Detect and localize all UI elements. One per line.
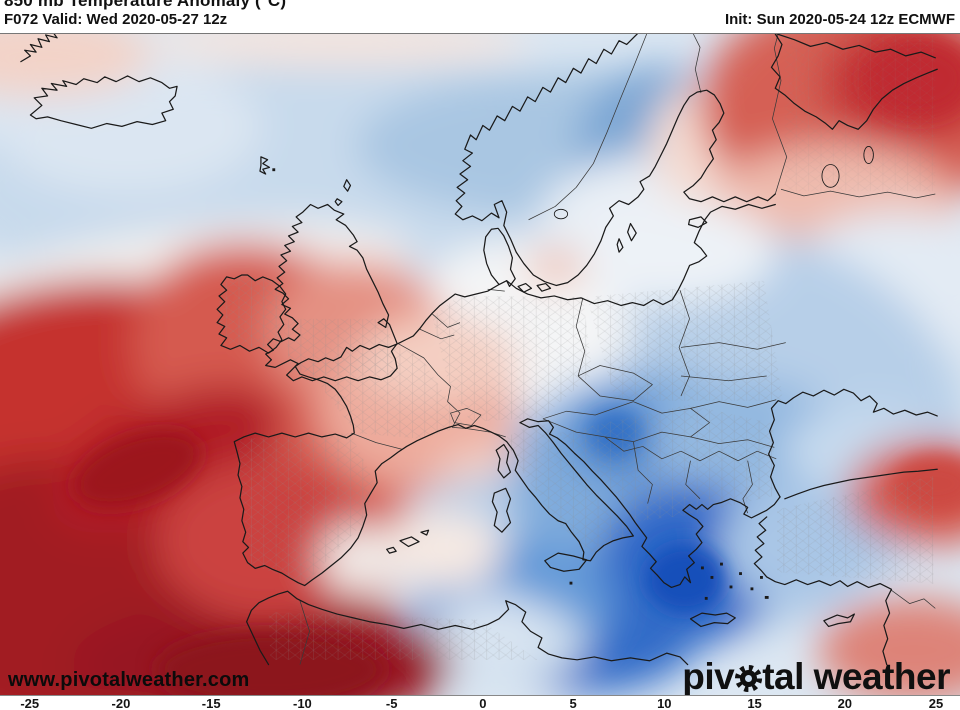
scale-tick: -20: [111, 696, 131, 710]
coast-iceland: [29, 75, 178, 129]
lakes: [553, 145, 874, 220]
coast-great-britain: [265, 203, 398, 382]
pivotal-weather-logo: piv tal weather: [682, 658, 950, 695]
product-title: 850 mb Temperature Anomaly (°C): [4, 0, 287, 10]
coast-crete: [689, 612, 736, 628]
scale-tick: 15: [747, 696, 762, 710]
anomaly-field-svg: [0, 34, 960, 695]
scale-tick: -15: [201, 696, 221, 710]
aegean-islands: [272, 168, 769, 600]
scale-tick: -10: [292, 696, 312, 710]
coast-gotland: [616, 222, 637, 253]
header: 850 mb Temperature Anomaly (°C) F072 Val…: [0, 0, 960, 33]
coast-cyprus: [823, 613, 855, 628]
coast-corsica: [495, 443, 512, 479]
watermark-url: www.pivotalweather.com: [8, 669, 250, 691]
logo-text-post: tal weather: [762, 656, 950, 695]
scale-tick: -5: [385, 696, 398, 710]
logo-text-pre: piv: [682, 656, 735, 695]
coast-africa: [246, 590, 689, 666]
anomaly-map: www.pivotalweather.com piv tal weather: [0, 33, 960, 695]
coast-blacksea-west: [767, 388, 938, 498]
coast-kola: [776, 34, 936, 59]
coast-sicily: [544, 552, 588, 572]
init-time-label: Init: Sun 2020-05-24 12z ECMWF: [724, 11, 955, 28]
coast-denmark: [483, 227, 552, 293]
coast-italy: [498, 422, 634, 562]
coast-northsea-channel: [294, 283, 500, 368]
scale-tick: 0: [479, 696, 487, 710]
coast-whitesea: [770, 34, 938, 130]
valid-time-label: F072 Valid: Wed 2020-05-27 12z: [4, 11, 228, 28]
scale-tick: -25: [20, 696, 40, 710]
scale-tick: 10: [657, 696, 672, 710]
scale-tick: 20: [837, 696, 853, 710]
coast-balearics: [386, 529, 430, 554]
scale-tick: 25: [928, 696, 944, 710]
coast-france-iberia: [233, 365, 500, 587]
gear-icon: [735, 664, 763, 693]
coast-ireland: [216, 274, 287, 354]
coastlines: [20, 34, 938, 666]
coast-adriatic-greece: [519, 418, 781, 589]
colorbar-scale: -25 -20 -15 -10 -5 0 5 10 15 20 25: [0, 695, 960, 710]
coast-sardinia: [491, 487, 512, 533]
scale-tick: 5: [569, 696, 577, 710]
coast-baltic-south: [506, 203, 776, 307]
coast-scandinavia: [454, 34, 776, 287]
coast-turkey-north: [784, 468, 938, 500]
coast-shetland: [334, 179, 352, 207]
coast-greenland: [20, 34, 58, 63]
coast-faroe: [259, 156, 271, 175]
coast-turkey-west-south: [753, 516, 893, 666]
